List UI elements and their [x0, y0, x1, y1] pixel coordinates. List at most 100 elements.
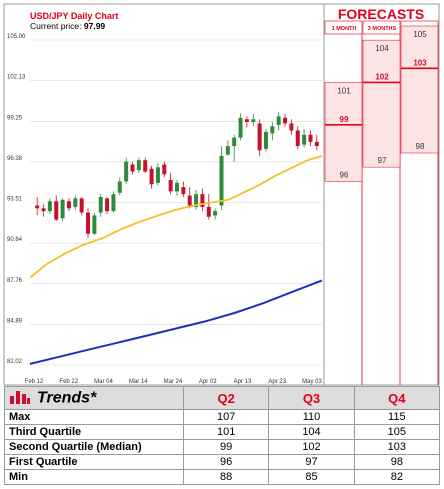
- forecast-low-value: 97: [378, 156, 387, 165]
- candle-body: [206, 206, 211, 217]
- candle-body: [54, 201, 59, 220]
- candle-body: [314, 141, 319, 147]
- candle-body: [124, 161, 129, 182]
- x-axis: Feb 12 Feb 22 Mar 04 Mar 14 Mar 24 Apr 03 Apr …: [25, 379, 323, 385]
- x-tick-label: Mar 04: [94, 379, 113, 385]
- header-q2: Q2: [182, 386, 270, 410]
- y-tick-label: 99.25: [7, 115, 23, 121]
- price-chart-frame: [3, 3, 325, 386]
- table-row-median: Second Quartile (Median) 99 102 103: [4, 439, 441, 455]
- cell-value: 105: [353, 424, 441, 440]
- candle-body: [155, 167, 160, 183]
- cell-value: 103: [353, 439, 441, 455]
- cell-value: 102: [268, 439, 355, 455]
- candle-body: [187, 195, 192, 206]
- row-label: Second Quartile (Median): [4, 439, 184, 455]
- cell-value: 88: [182, 469, 270, 485]
- candle-body: [194, 194, 199, 207]
- chart-svg: 105.00 102.13 99.25 96.38 93.51 90.64 87.76 84.…: [3, 3, 440, 386]
- candle-body: [232, 137, 237, 147]
- grid-lines: [30, 39, 322, 366]
- candle-body: [200, 194, 205, 207]
- chart-title: USD/JPY Daily Chart: [30, 11, 118, 21]
- forecast-range-band: [362, 39, 401, 168]
- candle-body: [219, 155, 224, 206]
- y-axis: 105.00 102.13 99.25 96.38 93.51 90.64 87.76 84.…: [7, 34, 26, 365]
- candle-body: [295, 130, 300, 147]
- candle-body: [302, 134, 307, 145]
- forecast-horizon-label: 1 MONTH: [332, 26, 357, 32]
- forecast-column-header: [362, 20, 401, 35]
- candle-body: [79, 198, 84, 213]
- x-tick-label: Feb 12: [25, 379, 44, 385]
- candle-body: [289, 123, 294, 131]
- table-row-first-quartile: First Quartile 96 97 98: [4, 454, 441, 470]
- cell-value: 85: [268, 469, 355, 485]
- forecast-range-band: [400, 25, 439, 154]
- candle-body: [225, 146, 230, 155]
- candle-body: [117, 181, 122, 193]
- row-label: Max: [4, 409, 184, 425]
- cell-value: 104: [268, 424, 355, 440]
- cell-value: 99: [182, 439, 270, 455]
- candle-body: [270, 126, 275, 134]
- candle-body: [136, 160, 141, 171]
- candle-body: [175, 182, 179, 192]
- candle-body: [47, 201, 52, 212]
- table-row-third-quartile: Third Quartile 101 104 105: [4, 424, 441, 440]
- candle-body: [276, 116, 281, 125]
- y-tick-label: 84.89: [7, 318, 23, 324]
- forecasts-title: FORECASTS: [338, 6, 424, 22]
- y-tick-label: 82.02: [7, 359, 23, 365]
- candle-body: [257, 123, 262, 151]
- candle-body: [60, 199, 65, 219]
- row-label: First Quartile: [4, 454, 184, 470]
- forecast-column-header: [324, 20, 363, 35]
- forecast-range-band: [324, 82, 363, 182]
- trends-title: Trends*: [37, 389, 97, 407]
- current-price-line: Current price: 97.99: [30, 21, 105, 31]
- x-tick-label: Apr 13: [234, 379, 252, 385]
- candle-body: [35, 205, 40, 209]
- candle-body: [105, 198, 110, 212]
- candle-body: [143, 160, 148, 172]
- candle-body: [111, 194, 116, 212]
- candle-body: [86, 212, 91, 234]
- x-tick-label: Mar 14: [129, 379, 148, 385]
- y-tick-label: 102.13: [7, 75, 26, 81]
- candle-body: [92, 215, 97, 234]
- candle-body: [130, 164, 135, 172]
- x-tick-label: Mar 24: [164, 379, 183, 385]
- forecast-high-value: 104: [375, 44, 389, 53]
- forecast-low-value: 96: [340, 170, 349, 179]
- current-price-label: Current price:: [30, 21, 82, 31]
- candle-body: [238, 117, 243, 138]
- candle-body: [73, 198, 78, 207]
- candle-body: [213, 211, 218, 216]
- cell-value: 96: [182, 454, 270, 470]
- y-tick-label: 96.38: [7, 156, 23, 162]
- short-moving-average-line: [29, 155, 323, 279]
- candle-body: [251, 119, 256, 123]
- forecast-low-value: 98: [416, 142, 425, 151]
- candle-body: [98, 196, 103, 213]
- trends-header-row: Trends* Q2 Q3 Q4: [4, 386, 441, 410]
- trends-title-cell: Trends*: [4, 386, 184, 410]
- cell-value: 110: [268, 409, 355, 425]
- candle-body: [308, 134, 313, 142]
- candlestick-series: [35, 112, 319, 238]
- y-tick-label: 105.00: [7, 34, 26, 40]
- forecast-horizon-label: 3 MONTHS: [368, 26, 397, 32]
- cell-value: 98: [353, 454, 441, 470]
- candle-body: [283, 117, 288, 124]
- long-moving-average-line: [29, 279, 323, 365]
- current-price-value: 97.99: [84, 21, 106, 31]
- candle-body: [263, 131, 268, 149]
- cell-value: 107: [182, 409, 270, 425]
- bar-chart-icon: [9, 388, 31, 409]
- cell-value: 115: [353, 409, 441, 425]
- y-tick-label: 90.64: [7, 237, 23, 243]
- row-label: Third Quartile: [4, 424, 184, 440]
